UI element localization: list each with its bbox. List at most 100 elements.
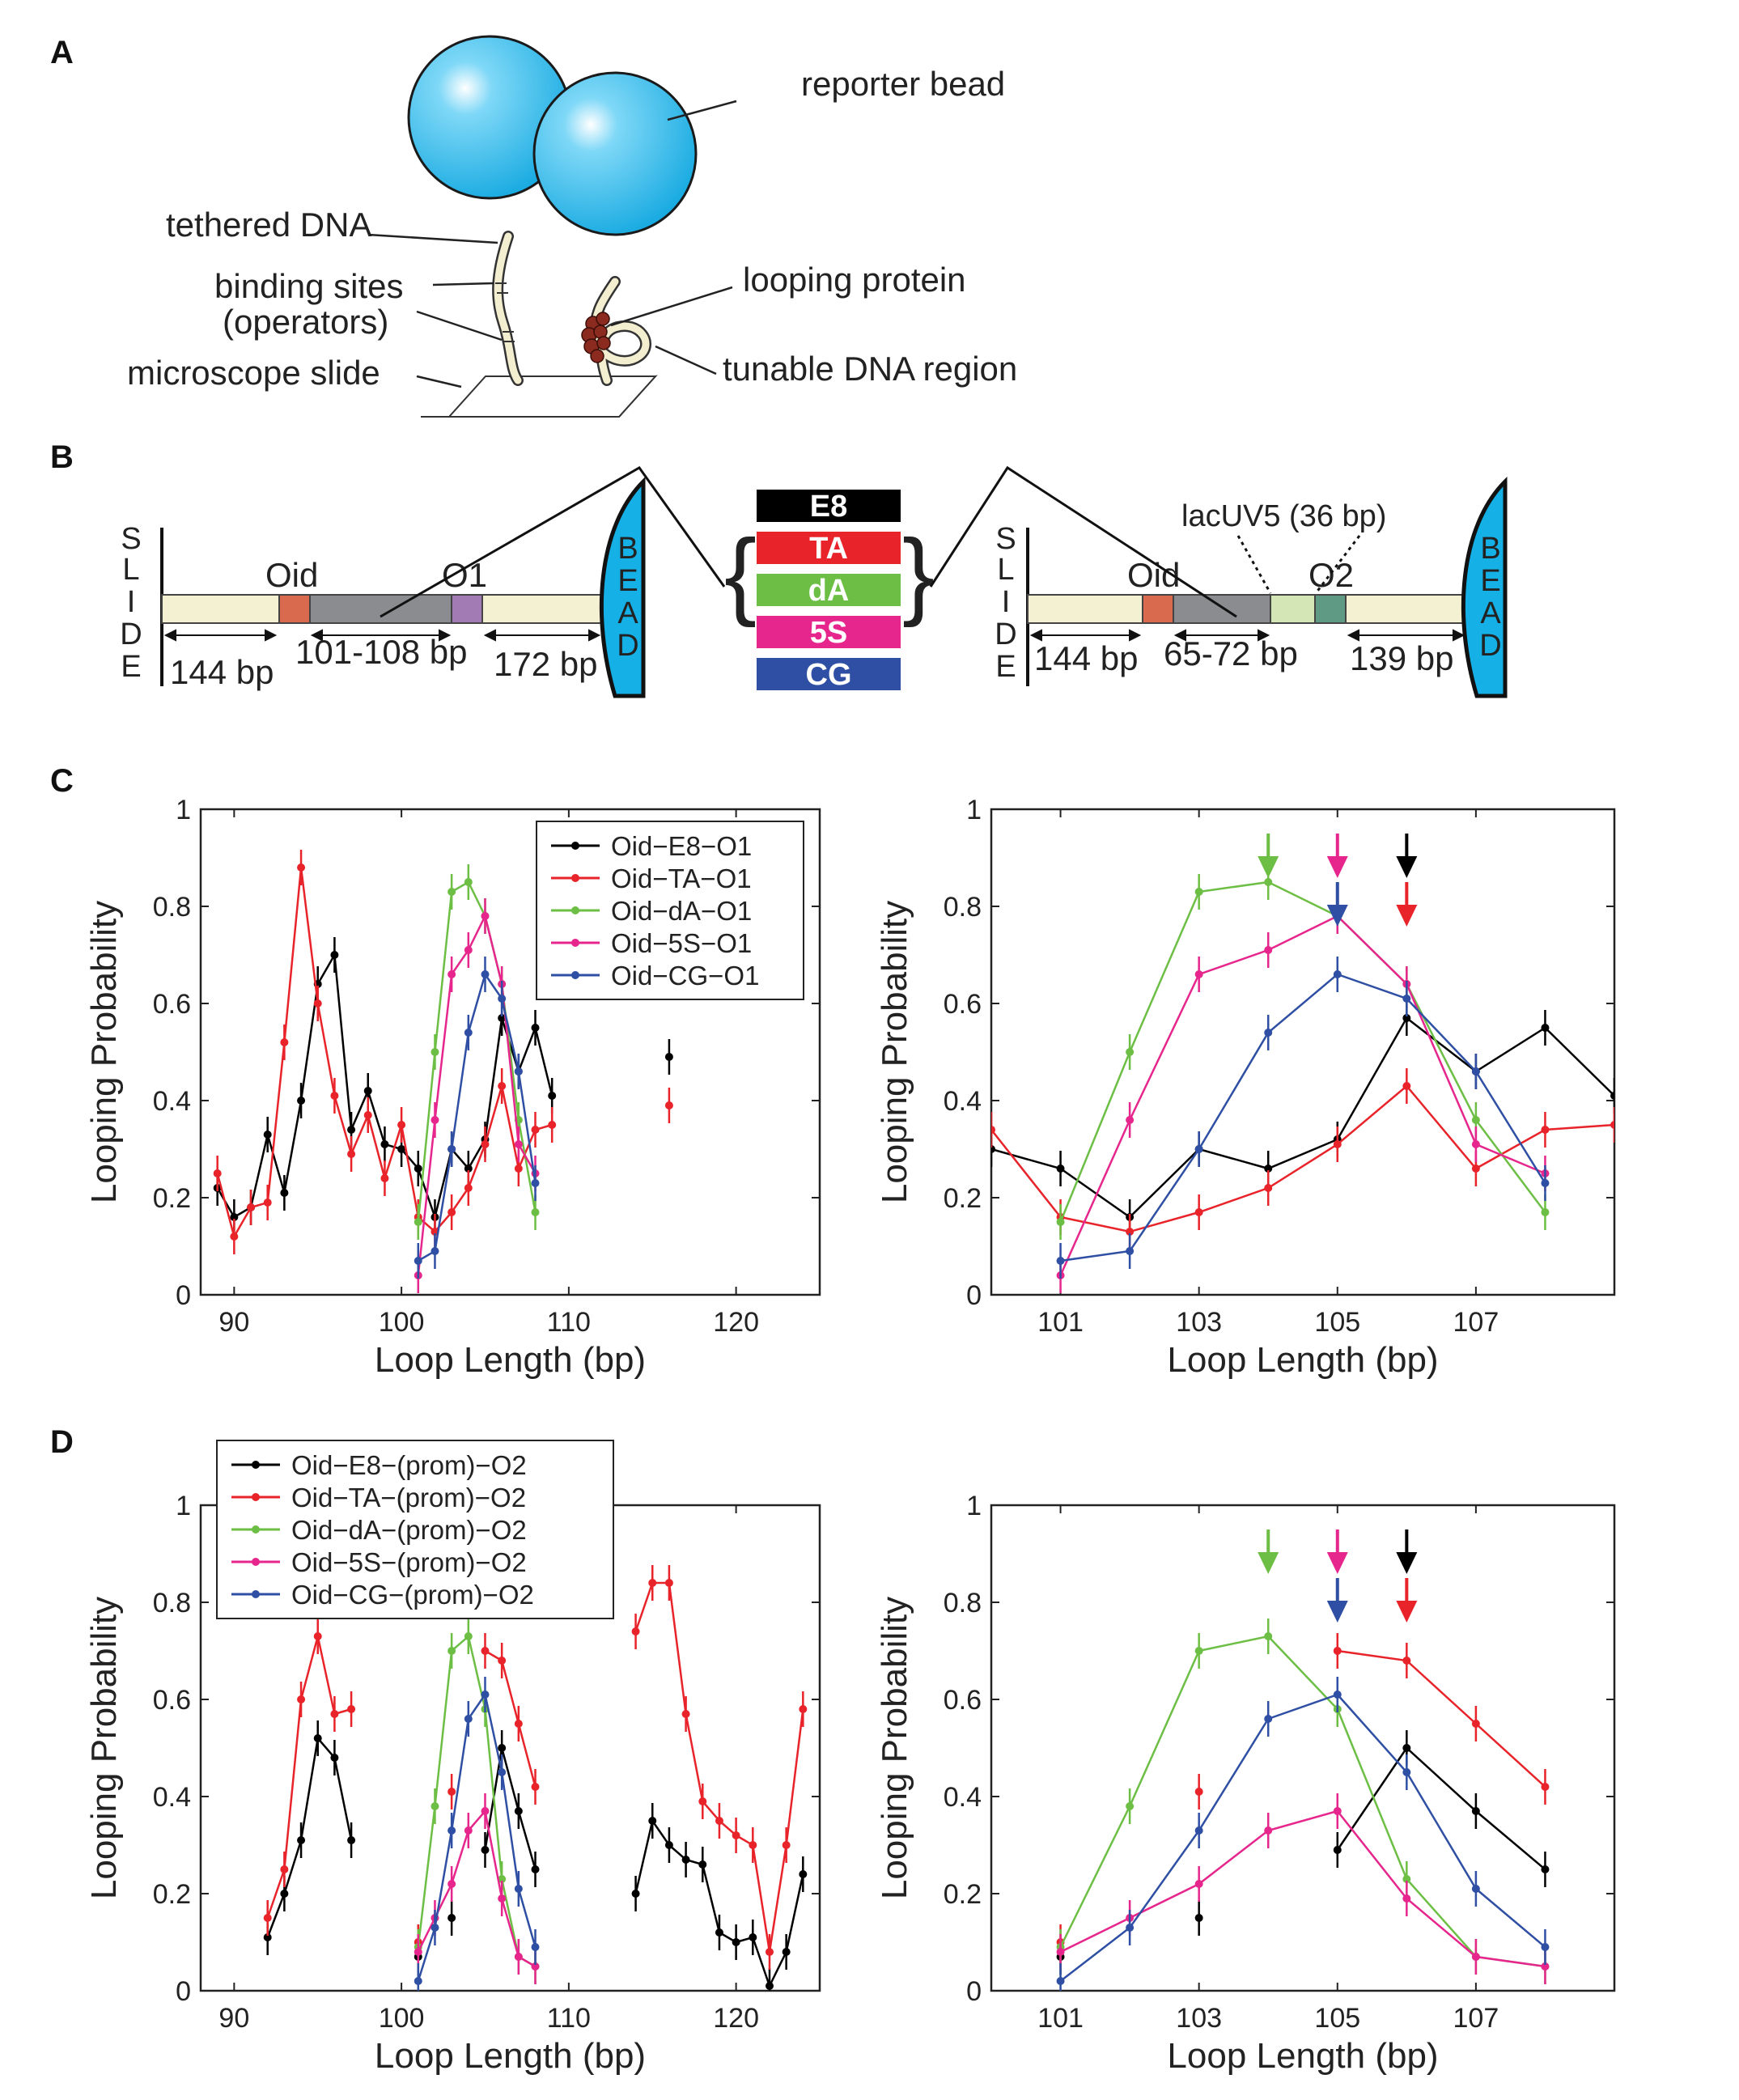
legend: Oid−E8−(prom)−O2 Oid−TA−(prom)−O2 Oid−dA−(… — [216, 1440, 614, 1619]
data-point — [347, 1705, 356, 1713]
data-point — [464, 1029, 473, 1037]
data-point — [1402, 995, 1411, 1003]
data-point — [263, 1914, 272, 1922]
len-left-172: 172 bp — [494, 645, 597, 683]
data-point — [431, 1802, 439, 1810]
data-point — [548, 1121, 557, 1129]
series — [991, 1068, 1614, 1249]
data-point — [681, 1856, 690, 1864]
data-point — [414, 1218, 422, 1226]
data-point — [297, 1836, 306, 1844]
peak-arrow — [1396, 1529, 1418, 1574]
x-tick-label: 101 — [1037, 2003, 1084, 2034]
data-point — [1402, 1768, 1411, 1776]
zoom-lines-right — [929, 465, 1237, 618]
promoter-dotted-2 — [1314, 535, 1361, 594]
panel-letter-c: C — [50, 763, 74, 799]
data-point — [1471, 1720, 1480, 1728]
legend-marker — [571, 971, 579, 979]
data-point — [1126, 1228, 1135, 1236]
series-line — [266, 1737, 319, 1938]
data-point — [1264, 1715, 1273, 1723]
data-point — [330, 1092, 339, 1100]
data-point — [732, 1831, 740, 1839]
seq-box-e8 — [757, 490, 901, 522]
dna-segment-left-1 — [161, 594, 280, 624]
tunable-region-left — [309, 594, 452, 624]
data-point — [1264, 1826, 1273, 1835]
data-point — [715, 1817, 723, 1825]
legend-marker — [571, 842, 579, 850]
y-tick-label: 0 — [966, 1976, 982, 2007]
data-point — [664, 1579, 673, 1587]
data-point — [1541, 1179, 1550, 1187]
peak-arrow — [1396, 1578, 1418, 1623]
y-tick-label: 0.4 — [153, 1086, 191, 1117]
x-tick-label: 103 — [1176, 1307, 1222, 1338]
data-point — [464, 1826, 473, 1835]
len-right-139: 139 bp — [1350, 639, 1453, 677]
data-point — [230, 1232, 239, 1241]
data-point — [363, 1087, 372, 1095]
data-point — [313, 1632, 322, 1640]
y-axis-label: Looping Probability — [84, 1597, 124, 1899]
data-point — [431, 1924, 439, 1932]
data-point — [749, 1933, 757, 1941]
data-point — [498, 995, 507, 1003]
panel-b: B S L I D E B E A D Oid O1 — [50, 439, 1508, 698]
data-point — [531, 1865, 540, 1873]
data-point — [648, 1579, 657, 1587]
peak-arrow-head — [1326, 1552, 1348, 1574]
leader-binding-sites-1 — [432, 282, 494, 286]
left-brace: { — [724, 520, 757, 628]
data-point — [664, 1101, 673, 1109]
peak-arrow-head — [1258, 856, 1279, 878]
data-point — [447, 1208, 456, 1216]
y-tick-label: 0.4 — [153, 1782, 191, 1813]
data-point — [799, 1870, 808, 1878]
data-point — [664, 1053, 673, 1061]
peak-arrow-head — [1326, 905, 1348, 927]
legend-label: Oid−dA−O1 — [611, 896, 752, 926]
seq-box-da — [757, 574, 901, 606]
data-point — [531, 1024, 540, 1032]
data-point — [514, 1165, 523, 1173]
dna-segment-right-2 — [1345, 594, 1468, 624]
data-point — [1402, 1014, 1411, 1022]
plot-area — [213, 850, 673, 1293]
slide-letter-e: E — [121, 650, 141, 684]
y-tick-label: 0.8 — [153, 892, 191, 923]
data-point — [414, 1165, 422, 1173]
data-point — [1333, 1807, 1342, 1815]
data-point — [514, 1885, 523, 1893]
data-point — [498, 1657, 507, 1665]
data-point — [1471, 1165, 1480, 1173]
promoter-right — [1270, 594, 1316, 624]
data-point — [531, 1179, 540, 1187]
label-tethered-dna: tethered DNA — [166, 206, 371, 244]
bead-letter-b-right: B — [1480, 532, 1500, 566]
data-point — [1194, 1826, 1203, 1835]
data-point — [1126, 1802, 1135, 1810]
data-point — [498, 1768, 507, 1776]
series-line — [1336, 1746, 1546, 1870]
y-tick-label: 0.6 — [153, 989, 191, 1020]
data-point — [280, 1038, 289, 1046]
series-line — [484, 1649, 537, 1788]
data-point — [531, 1962, 540, 1971]
series-line — [417, 1691, 537, 1982]
data-point — [447, 1826, 456, 1835]
series-line — [1059, 1635, 1546, 1968]
data-point — [481, 970, 490, 978]
data-point — [447, 1145, 456, 1153]
y-tick-label: 1 — [966, 795, 982, 825]
y-tick-label: 0 — [966, 1280, 982, 1311]
dimension-arrows-left — [163, 629, 601, 642]
data-point — [447, 1880, 456, 1888]
series-line — [1059, 1693, 1546, 1982]
data-point — [313, 1734, 322, 1742]
data-point — [1402, 1744, 1411, 1752]
label-operators: (operators) — [223, 303, 388, 341]
data-point — [749, 1841, 757, 1849]
right-brace: } — [902, 520, 935, 628]
